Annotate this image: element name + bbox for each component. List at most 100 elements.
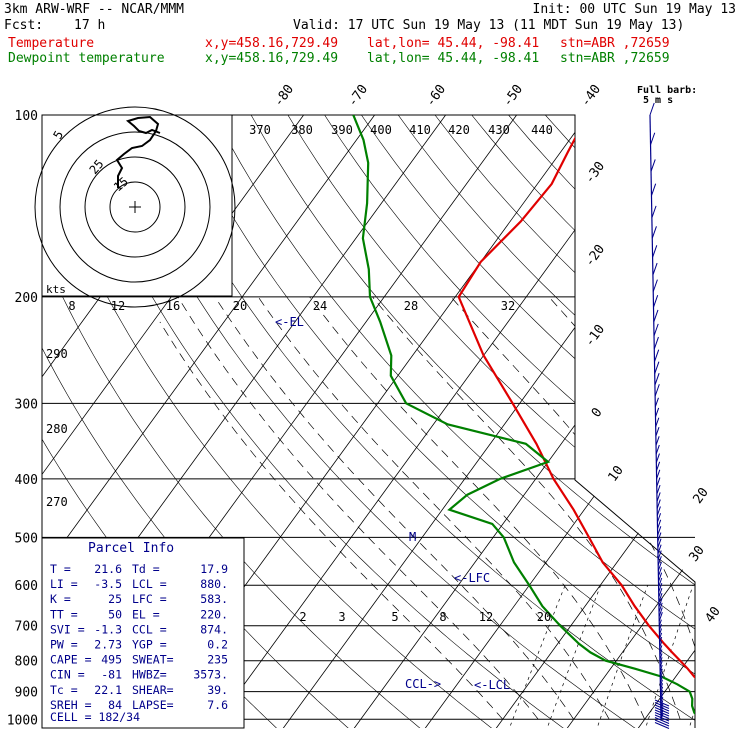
wind-barb xyxy=(660,703,664,710)
parcel-info-cell: SWEAT= xyxy=(132,653,174,667)
temperature-tick-label: 10 xyxy=(605,463,626,484)
pressure-tick-label: 600 xyxy=(15,579,38,594)
wind-barb xyxy=(654,704,670,712)
wind-barb xyxy=(660,713,664,720)
hodograph-ring xyxy=(59,131,211,283)
dry-adiabat xyxy=(485,115,695,728)
wind-barb xyxy=(660,690,664,697)
mixing-ratio-label: 20 xyxy=(537,610,551,624)
parcel-info-cell: 17.9 xyxy=(200,562,228,576)
wind-barb xyxy=(659,641,663,648)
hodograph-ring xyxy=(84,156,186,258)
dry-adiabat xyxy=(93,115,642,728)
parcel-info-cell: 50 xyxy=(108,607,122,621)
wind-barb xyxy=(657,550,662,560)
mixing-ratio-line xyxy=(507,585,566,728)
wind-barb xyxy=(651,226,657,239)
mixing-ratio-line xyxy=(643,585,694,728)
pressure-tick-label: 200 xyxy=(15,291,38,306)
parcel-info-cell: 874. xyxy=(200,622,228,636)
wind-barb xyxy=(659,649,663,656)
parcel-info-cell: SHEAR= xyxy=(132,683,174,697)
mixing-ratio-label: 20 xyxy=(233,299,247,313)
wind-barb xyxy=(649,102,655,116)
dry-adiabat xyxy=(414,115,695,728)
moist-adiabat xyxy=(309,296,646,720)
parcel-info-cell: EL = xyxy=(132,607,160,621)
wind-barb xyxy=(654,373,660,386)
parcel-info-cell: 235 xyxy=(207,653,228,667)
mixing-ratio-label: 28 xyxy=(404,299,418,313)
hodograph-kts-label: kts xyxy=(46,283,66,296)
wind-barb xyxy=(653,309,659,323)
dewpoint-latlon: lat,lon= 45.44, -98.41 xyxy=(367,51,540,66)
dry-adiabat xyxy=(42,115,426,728)
wind-barb xyxy=(659,657,663,664)
parcel-info-cell: 84 xyxy=(108,698,122,712)
mixing-ratio-label: 5 xyxy=(391,610,398,624)
level-annotation: <-LFC xyxy=(454,571,490,585)
parcel-info-cell: 583. xyxy=(200,592,228,606)
temperature-tick-label: 20 xyxy=(690,485,711,506)
dry-adiabat xyxy=(664,115,695,728)
theta-label: 380 xyxy=(291,123,313,137)
temperature-tick-label: -50 xyxy=(500,82,526,110)
temperature-xy: x,y=458.16,729.49 xyxy=(205,36,339,51)
wind-barb xyxy=(659,632,663,640)
wind-barb xyxy=(656,477,661,487)
hodograph-trace xyxy=(115,115,161,188)
pressure-tick-label: 300 xyxy=(15,397,38,412)
wind-barb xyxy=(658,588,663,598)
temperature-tick-label: -60 xyxy=(423,82,449,110)
wind-barb xyxy=(656,492,661,502)
parcel-info-cell: 25 xyxy=(108,592,122,606)
wind-barb xyxy=(653,295,659,308)
parcel-info-cell: 3573. xyxy=(193,668,228,682)
wind-barb xyxy=(655,407,660,418)
parcel-cell: CELL = 182/34 xyxy=(50,710,140,724)
wind-barb xyxy=(651,205,657,219)
moist-adiabat xyxy=(548,296,695,720)
wind-barb xyxy=(657,561,662,572)
wind-barb xyxy=(655,436,660,446)
wind-barb xyxy=(654,719,670,727)
parcel-info-cell: K = xyxy=(50,592,71,606)
wind-barb xyxy=(659,653,663,660)
dry-adiabat xyxy=(236,115,695,728)
wind-barb xyxy=(654,717,670,724)
isotherm xyxy=(564,115,695,728)
parcel-info-cell: TT = xyxy=(50,607,78,621)
pressure-tick-label: 900 xyxy=(15,686,38,701)
level-annotation: CCL-> xyxy=(405,677,441,691)
dry-adiabat xyxy=(164,115,695,728)
temperature-tick-label: 30 xyxy=(686,543,707,564)
parcel-info-panel: Parcel Info T = 21.6 Td = 17.9 LI = -3.5 LCL =… xyxy=(41,537,245,729)
mixing-ratio-label: 12 xyxy=(111,299,125,313)
mixing-ratio-label: 8 xyxy=(439,610,446,624)
dry-adiabat xyxy=(42,115,498,728)
isotherm xyxy=(42,115,396,728)
wind-barb xyxy=(659,664,663,672)
valid-time: Valid: 17 UTC Sun 19 May 13 (11 MDT Sun … xyxy=(293,18,685,33)
full-barb-value: 5 m s xyxy=(643,95,673,106)
temperature-legend: Temperature xyxy=(8,36,95,51)
forecast-label: Fcst: xyxy=(4,18,44,33)
wind-barb xyxy=(654,707,670,714)
wind-barb xyxy=(653,323,659,337)
wind-barb xyxy=(658,582,663,593)
level-annotation: M xyxy=(409,530,416,544)
model-title: 3km ARW-WRF -- NCAR/MMM xyxy=(4,2,185,17)
dry-adiabat xyxy=(200,115,695,728)
wind-barb xyxy=(650,183,657,196)
parcel-info-cell: 880. xyxy=(200,577,228,591)
wind-barb xyxy=(658,623,662,631)
isotherm xyxy=(209,115,680,728)
wind-barb xyxy=(659,645,663,652)
isotherm xyxy=(706,87,740,732)
wind-barb xyxy=(658,602,663,613)
wind-barb-staff xyxy=(649,114,662,720)
parcel-info-cell: PW = xyxy=(50,638,78,652)
dewpoint-station: stn=ABR ,72659 xyxy=(560,51,670,66)
temperature-tick-label: -10 xyxy=(582,322,608,350)
